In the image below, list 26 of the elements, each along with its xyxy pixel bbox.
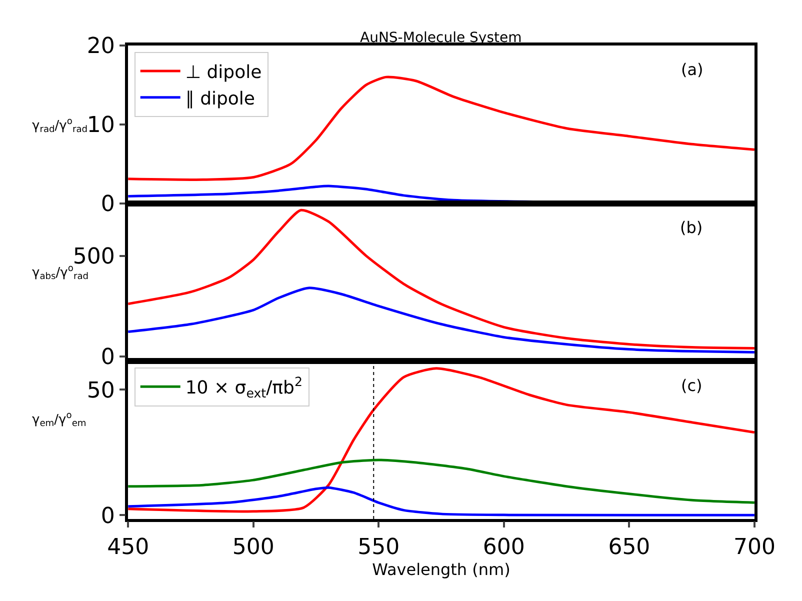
line-series — [128, 458, 754, 504]
line-series — [128, 367, 754, 513]
line-series — [128, 286, 754, 354]
line-series — [128, 208, 754, 350]
x-axis-title: Wavelength (nm) — [372, 560, 510, 580]
x-tick-label: 700 — [733, 535, 776, 560]
x-tick-label: 500 — [232, 535, 274, 560]
annotation: (a) — [681, 60, 704, 79]
legend-label: ⊥ dipole — [185, 62, 262, 84]
y-tick-label: 0 — [100, 345, 115, 370]
x-tick-label: 600 — [482, 535, 525, 560]
legend-label: 10 × σ$_{ext}$/πb$^{2}$ — [185, 374, 302, 400]
line-series — [128, 486, 754, 516]
legend-label: ∥ dipole — [185, 88, 256, 110]
y-tick-label: 10 — [86, 113, 115, 138]
x-tick-label: 550 — [358, 535, 400, 560]
x-tick-label: 650 — [608, 535, 650, 560]
y-tick-label: 20 — [86, 34, 115, 60]
y-tick-label: 0 — [100, 504, 115, 529]
x-tick-label: 450 — [107, 535, 150, 560]
annotation: (c) — [681, 376, 702, 395]
annotation: (b) — [680, 218, 703, 237]
y-tick-label: 50 — [86, 378, 115, 404]
y-tick-label: 0 — [100, 192, 115, 218]
y-tick-label: 500 — [72, 244, 115, 270]
chart-title: AuNS-Molecule System — [360, 30, 522, 46]
